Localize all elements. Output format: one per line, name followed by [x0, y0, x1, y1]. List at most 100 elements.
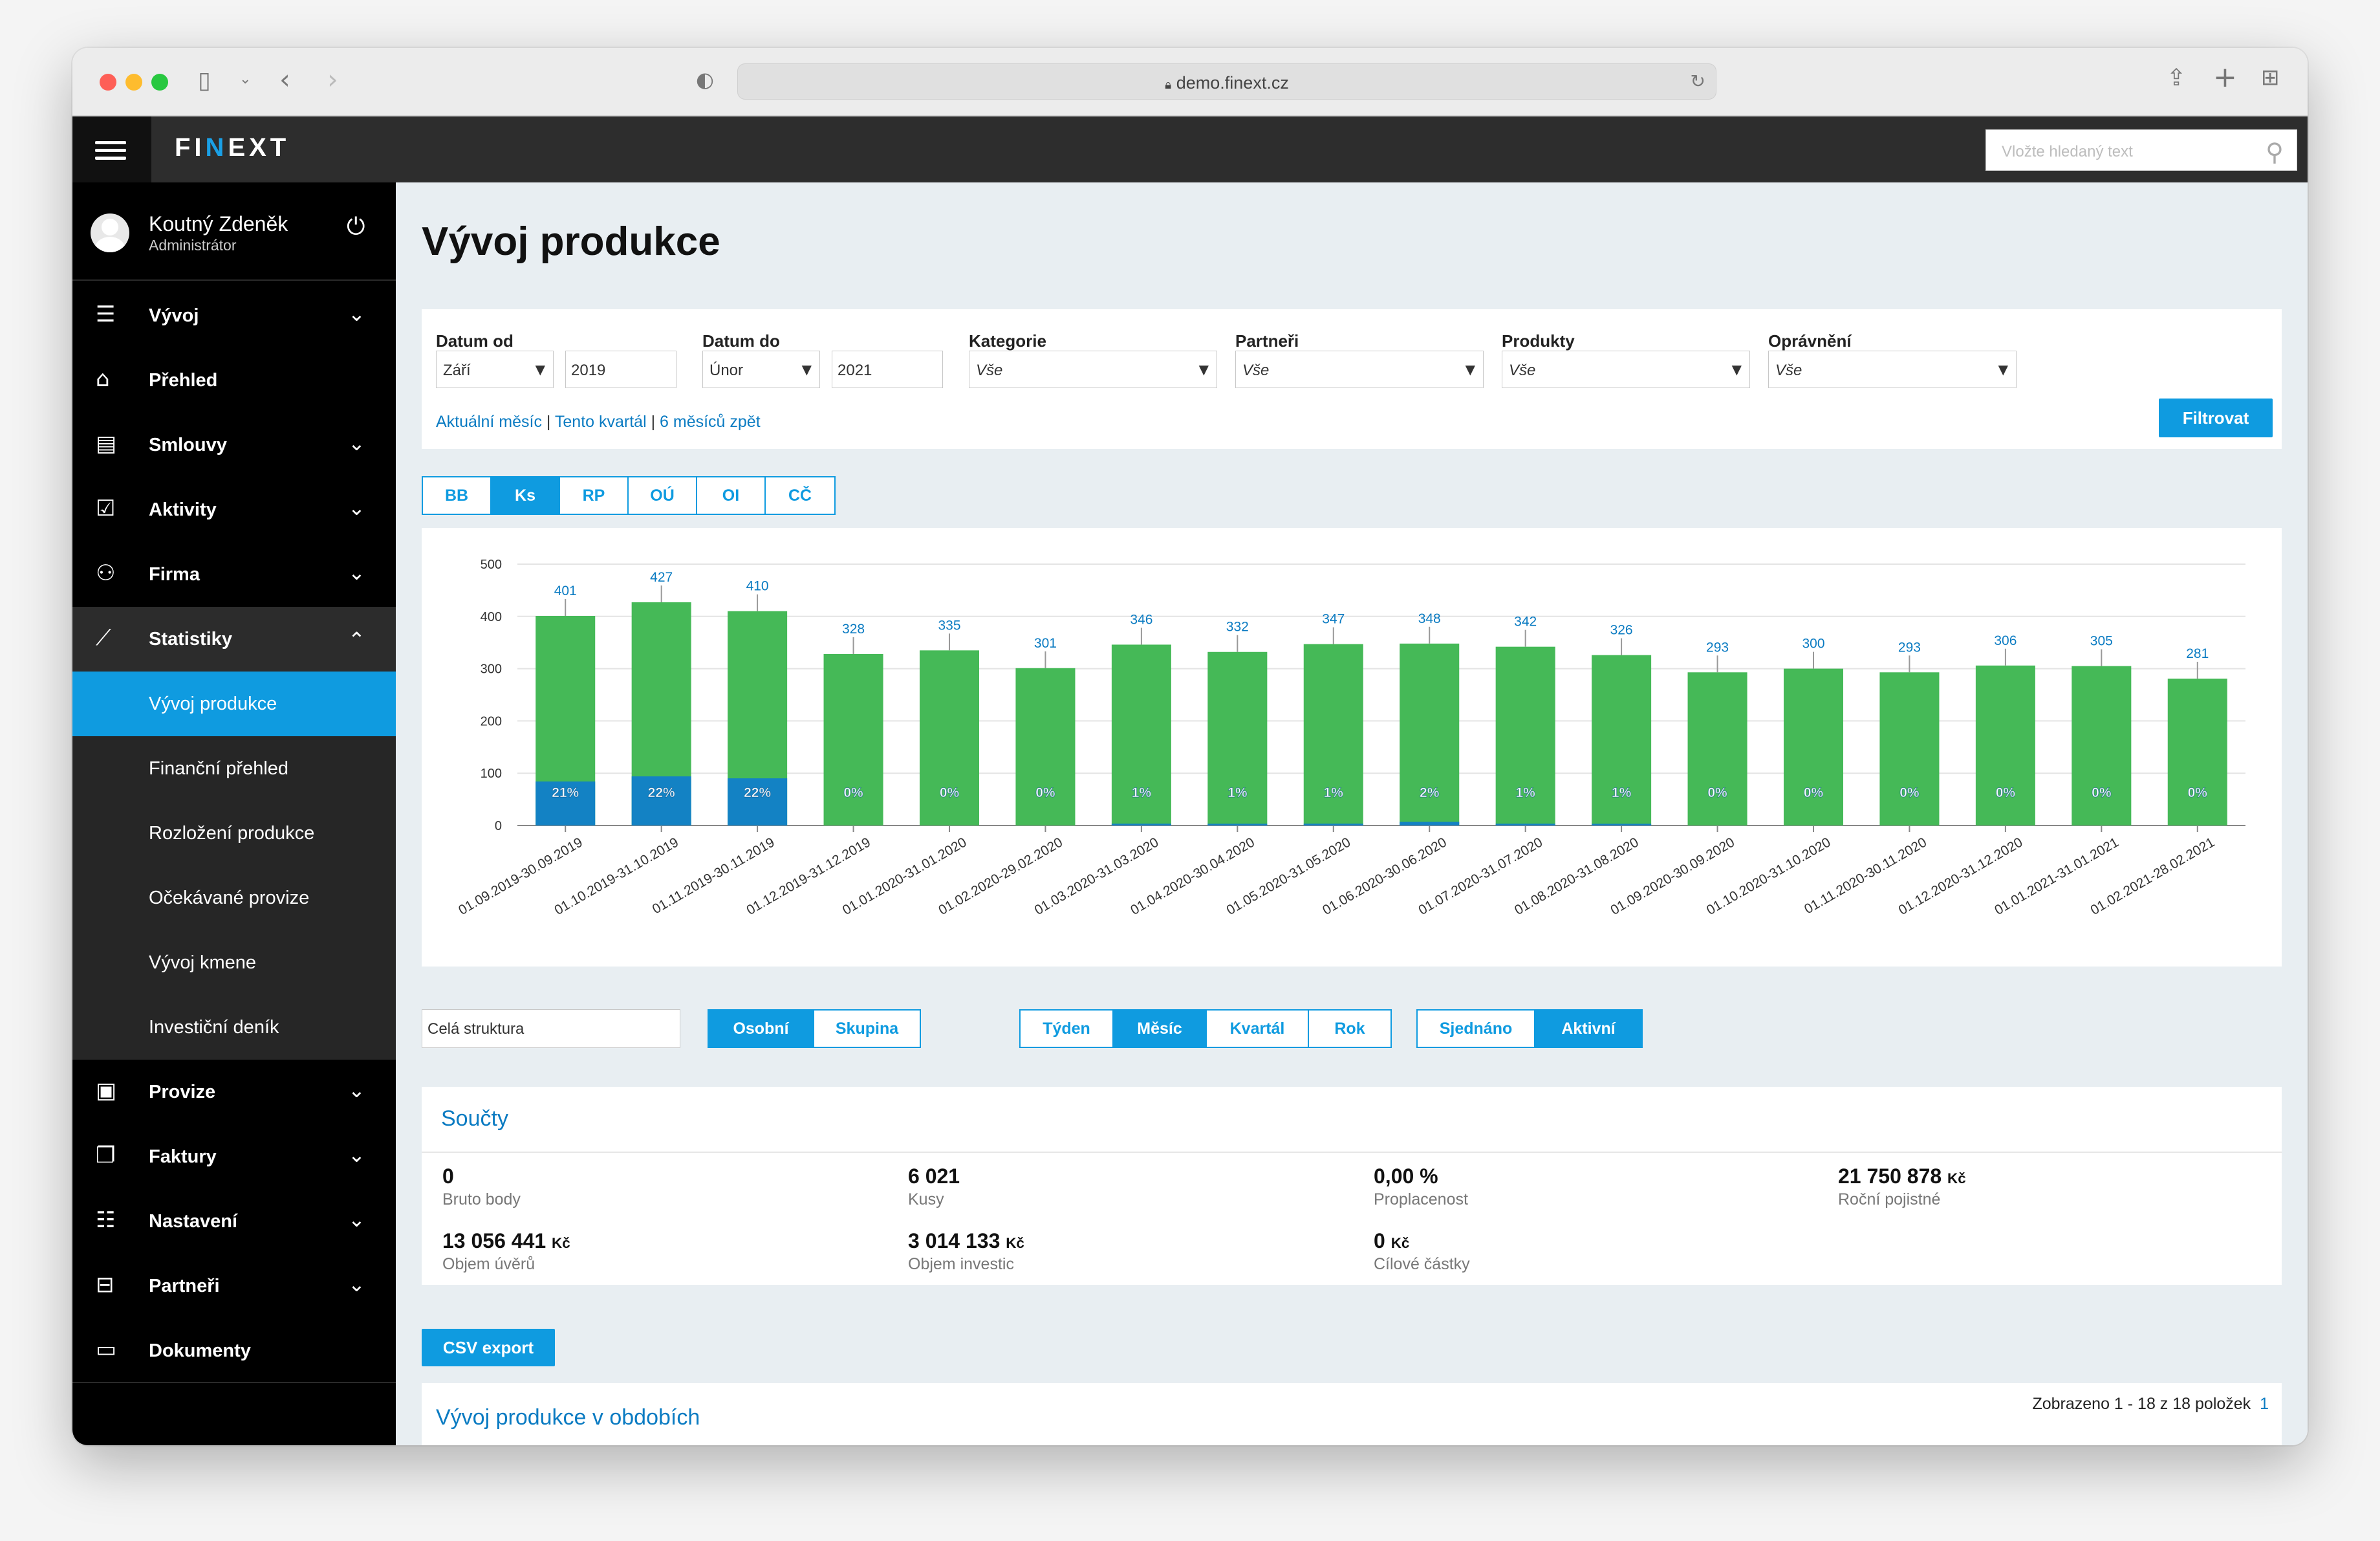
search-icon[interactable]: ⚲	[2266, 138, 2284, 166]
csv-export-button[interactable]: CSV export	[422, 1329, 555, 1366]
sidebar-item-partneri[interactable]: ⊟ Partneři ⌄	[72, 1254, 396, 1318]
power-icon[interactable]: ⏻	[347, 213, 365, 240]
sidebar-item-label: Vývoj	[149, 305, 199, 326]
link-six-months-back[interactable]: 6 měsíců zpět	[660, 413, 761, 431]
sidebar-item-nastaveni[interactable]: ☷ Nastavení ⌄	[72, 1189, 396, 1254]
products-select[interactable]: Vše ▼	[1502, 351, 1750, 388]
tab-ks[interactable]: Ks	[492, 477, 560, 514]
tab-bb[interactable]: BB	[423, 477, 492, 514]
partners-select[interactable]: Vše ▼	[1235, 351, 1484, 388]
sidebar-item-vyvoj[interactable]: ☰ Vývoj ⌄	[72, 283, 396, 348]
data-label-total: 293	[1898, 640, 1921, 655]
calendar-icon: ☑	[96, 496, 116, 521]
sidebar-item-prehled[interactable]: ⌂ Přehled	[72, 348, 396, 413]
sidebar-subitem-label: Očekávané provize	[149, 888, 310, 908]
pagination-text: Zobrazeno 1 - 18 z 18 položek	[2032, 1395, 2251, 1413]
date-from-month-select[interactable]: Září ▼	[436, 351, 554, 388]
sidebar-subitem-financni-prehled[interactable]: Finanční přehled	[72, 736, 396, 801]
permissions-select[interactable]: Vše ▼	[1768, 351, 2017, 388]
sidebar-subitem-vyvoj-produkce[interactable]: Vývoj produkce	[72, 672, 396, 736]
date-to-year-input[interactable]: 2021	[832, 351, 943, 388]
chart-line-icon: ⟋	[96, 625, 111, 651]
pagination-page-1[interactable]: 1	[2260, 1395, 2269, 1413]
summary-value-annual-premium: 21 750 878 Kč	[1838, 1164, 1966, 1188]
date-to-month-select[interactable]: Únor ▼	[702, 351, 820, 388]
sidebar-toggle-icon[interactable]: ▯	[198, 67, 211, 94]
periods-table: Vývoj produkce v obdobích Zobrazeno 1 - …	[422, 1383, 2282, 1445]
bar-share	[536, 781, 596, 825]
new-tab-icon[interactable]: +	[2213, 61, 2237, 94]
tab-kvartal[interactable]: Kvartál	[1207, 1011, 1309, 1047]
minimize-window-button[interactable]	[125, 74, 142, 91]
hamburger-menu-icon[interactable]	[72, 116, 151, 182]
structure-input[interactable]: Celá struktura	[422, 1009, 680, 1048]
tab-cc[interactable]: CČ	[788, 486, 812, 505]
sidebar-item-smlouvy[interactable]: ▤ Smlouvy ⌄	[72, 413, 396, 477]
chevron-down-icon: ⌄	[348, 301, 365, 326]
sidebar-item-firma[interactable]: ⚇ Firma ⌄	[72, 542, 396, 607]
permissions-value: Vše	[1775, 362, 1802, 379]
bar-total	[1783, 668, 1844, 825]
tab-sjednano[interactable]: Sjednáno	[1418, 1011, 1535, 1047]
tab-rok[interactable]: Rok	[1334, 1019, 1365, 1038]
data-label-percent: 22%	[648, 785, 675, 800]
summary-label: Kusy	[908, 1190, 944, 1208]
data-label-total: 328	[842, 622, 865, 637]
category-select[interactable]: Vše ▼	[969, 351, 1217, 388]
tab-overview-icon[interactable]: ⊞	[2261, 65, 2280, 91]
tab-aktivni[interactable]: Aktivní	[1535, 1011, 1641, 1047]
bar-share	[728, 778, 788, 825]
tab-skupina[interactable]: Skupina	[835, 1019, 899, 1038]
logo-text-end: EXT	[228, 133, 290, 162]
production-chart: 010020030040050040121%01.09.2019-30.09.2…	[456, 558, 2245, 918]
tab-ou[interactable]: OÚ	[629, 477, 697, 514]
link-current-month[interactable]: Aktuální měsíc	[436, 413, 542, 431]
share-icon[interactable]: ⇪	[2167, 65, 2187, 91]
sidebar-subitem-investicni-denik[interactable]: Investiční deník	[72, 995, 396, 1060]
sidebar-item-dokumenty[interactable]: ▭ Dokumenty	[72, 1318, 396, 1383]
caret-down-icon: ▼	[1998, 362, 2008, 377]
reload-icon[interactable]: ↻	[1690, 71, 1705, 92]
chevron-down-icon[interactable]: ⌄	[239, 71, 252, 87]
tab-rp[interactable]: RP	[560, 477, 629, 514]
filter-button[interactable]: Filtrovat	[2159, 399, 2273, 437]
link-this-quarter[interactable]: Tento kvartál	[554, 413, 647, 431]
logo-text-accent: N	[205, 133, 228, 162]
data-label-total: 401	[554, 584, 577, 598]
tab-oi[interactable]: OI	[697, 477, 766, 514]
summary-value-loans: 13 056 441 Kč	[442, 1229, 570, 1253]
address-bar[interactable]: 🔒︎ demo.finext.cz ↻	[737, 63, 1716, 100]
shield-icon[interactable]: ◐	[696, 67, 714, 92]
partners-value: Vše	[1242, 362, 1270, 379]
summary-value-target: 0 Kč	[1374, 1229, 1409, 1253]
tab-tyden[interactable]: Týden	[1021, 1011, 1114, 1047]
forward-icon[interactable]: ›	[327, 63, 338, 95]
logo-text-start: FI	[175, 133, 206, 162]
structure-value: Celá struktura	[427, 1020, 525, 1038]
data-label-percent: 1%	[1228, 785, 1248, 800]
tab-mesic[interactable]: Měsíc	[1114, 1011, 1207, 1047]
category-label: Kategorie	[969, 331, 1046, 351]
sidebar-item-aktivity[interactable]: ☑ Aktivity ⌄	[72, 477, 396, 542]
tab-osobni[interactable]: Osobní	[709, 1011, 814, 1047]
chart-card: 0 100 200 300 400 500 401 21% 01.09.2019-30.09.2…	[422, 528, 2282, 967]
data-label-percent: 0%	[940, 785, 960, 800]
back-icon[interactable]: ‹	[279, 63, 290, 95]
sidebar-item-statistiky[interactable]: ⟋ Statistiky ⌃	[72, 607, 396, 672]
chevron-down-icon: ⌄	[348, 1078, 365, 1102]
sidebar-subitem-rozlozeni-produkce[interactable]: Rozložení produkce	[72, 801, 396, 866]
finext-logo[interactable]: FINEXT	[175, 133, 290, 162]
maximize-window-button[interactable]	[151, 74, 168, 91]
data-label-total: 427	[650, 570, 673, 585]
lock-icon: 🔒︎	[1165, 78, 1172, 92]
avatar[interactable]	[91, 213, 129, 252]
search-input[interactable]: Vložte hledaný text ⚲	[1985, 129, 2297, 171]
summary-label: Proplacenost	[1374, 1190, 1468, 1208]
sidebar-subitem-vyvoj-kmene[interactable]: Vývoj kmene	[72, 930, 396, 995]
sidebar-item-provize[interactable]: ▣ Provize ⌄	[72, 1060, 396, 1124]
bar-share	[1495, 824, 1555, 825]
close-window-button[interactable]	[100, 74, 116, 91]
date-from-year-input[interactable]: 2019	[565, 351, 676, 388]
sidebar-item-faktury[interactable]: ❐ Faktury ⌄	[72, 1124, 396, 1189]
sidebar-subitem-ocekavane-provize[interactable]: Očekávané provize	[72, 866, 396, 930]
